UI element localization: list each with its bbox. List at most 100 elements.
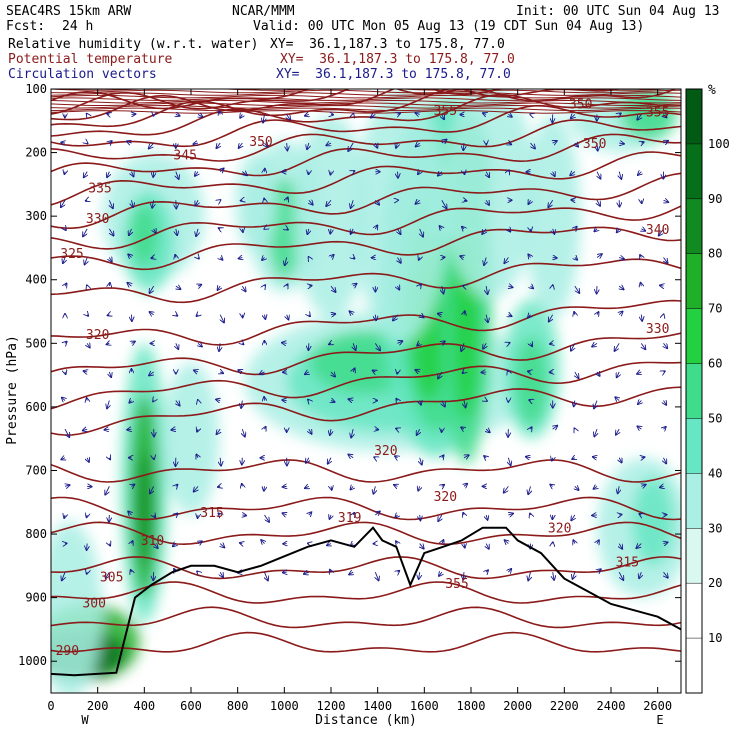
vector-arrow bbox=[264, 486, 265, 490]
vector-arrow bbox=[463, 142, 464, 150]
vector-arrow bbox=[552, 458, 553, 461]
vector-arrow bbox=[617, 229, 619, 233]
vector-arrow bbox=[374, 457, 375, 458]
vector-arrow bbox=[638, 401, 641, 405]
vector-arrow bbox=[442, 540, 444, 544]
vector-arrow bbox=[396, 541, 398, 543]
theta-label: 330 bbox=[86, 212, 109, 227]
vector-arrow bbox=[106, 571, 110, 578]
vector-arrow bbox=[263, 114, 265, 122]
vector-arrow bbox=[641, 343, 645, 349]
vector-arrow bbox=[420, 228, 423, 237]
vector-arrow bbox=[65, 372, 66, 374]
vector-arrow bbox=[504, 257, 508, 263]
vector-arrow bbox=[375, 143, 377, 148]
vector-arrow bbox=[593, 457, 597, 458]
vector-arrow bbox=[398, 228, 401, 234]
vector-arrow bbox=[508, 569, 511, 572]
y-tick-label: 700 bbox=[25, 463, 47, 477]
colorbar-label: 80 bbox=[708, 247, 722, 261]
vector-arrow bbox=[664, 257, 668, 262]
vector-arrow bbox=[109, 228, 113, 236]
theta-label: 315 bbox=[200, 506, 223, 521]
vector-arrow bbox=[572, 458, 575, 460]
vector-arrow bbox=[220, 257, 222, 259]
vector-arrow bbox=[597, 312, 599, 315]
theta-contour-1 bbox=[51, 606, 681, 629]
humidity-blob-18 bbox=[524, 114, 581, 318]
vector-arrow bbox=[132, 484, 135, 486]
vector-arrow bbox=[132, 341, 135, 343]
vector-arrow bbox=[464, 455, 469, 458]
vector-arrow bbox=[462, 227, 464, 229]
vector-arrow bbox=[198, 541, 202, 543]
vector-arrow bbox=[396, 429, 397, 430]
vector-arrow bbox=[61, 142, 65, 143]
theta-label: 319 bbox=[338, 511, 361, 526]
vector-arrow bbox=[508, 514, 513, 515]
valid-time: Valid: 00 UTC Mon 05 Aug 13 (19 CDT Sun … bbox=[253, 19, 645, 34]
vector-arrow bbox=[398, 171, 399, 178]
forecast-label: Fcst: bbox=[6, 19, 46, 34]
vector-arrow bbox=[242, 285, 245, 291]
vector-arrow bbox=[420, 284, 421, 286]
vector-arrow bbox=[438, 314, 442, 315]
vector-arrow bbox=[353, 343, 355, 350]
x-axis-west-label: W bbox=[81, 713, 89, 727]
vector-arrow bbox=[664, 141, 669, 143]
vector-arrow bbox=[149, 372, 154, 376]
vector-arrow bbox=[415, 200, 419, 204]
vector-arrow bbox=[508, 457, 510, 466]
vector-arrow bbox=[62, 572, 65, 580]
vector-arrow bbox=[105, 486, 110, 494]
vector-arrow bbox=[418, 172, 420, 175]
vector-arrow bbox=[265, 143, 268, 147]
vector-arrow bbox=[127, 141, 132, 143]
vector-arrow bbox=[639, 514, 641, 515]
vector-arrow bbox=[219, 111, 220, 114]
vector-arrow bbox=[575, 486, 579, 490]
vector-arrow bbox=[442, 455, 444, 457]
vector-arrow bbox=[464, 400, 466, 408]
vector-arrow bbox=[616, 428, 619, 435]
vector-arrow bbox=[305, 114, 309, 115]
vector-arrow bbox=[486, 200, 489, 205]
vector-arrow bbox=[176, 171, 179, 179]
vector-arrow bbox=[63, 257, 65, 263]
vector-arrow bbox=[486, 429, 490, 432]
vector-arrow bbox=[84, 371, 88, 372]
vector-arrow bbox=[129, 228, 132, 235]
vector-arrow bbox=[309, 286, 312, 287]
vector-arrow bbox=[154, 544, 158, 549]
axes: 0 200 400 600 800 1000 1200 1400 1600 1800 2000 220… bbox=[18, 82, 681, 713]
vector-arrow bbox=[131, 570, 132, 572]
vector-arrow bbox=[373, 370, 376, 371]
vector-arrow bbox=[217, 428, 221, 434]
theta-label: 320 bbox=[86, 328, 109, 343]
vector-arrow bbox=[395, 456, 398, 458]
vector-arrow bbox=[219, 228, 221, 229]
colorbar-swatch bbox=[686, 583, 702, 639]
vector-arrow bbox=[107, 171, 109, 178]
vector-arrow bbox=[197, 429, 198, 432]
vector-arrow bbox=[617, 371, 620, 377]
vector-arrow bbox=[572, 572, 574, 579]
vector-arrow bbox=[575, 257, 577, 259]
vector-arrow bbox=[464, 172, 465, 175]
vector-arrow bbox=[641, 314, 642, 321]
vector-arrow bbox=[65, 283, 67, 286]
vector-arrow bbox=[348, 399, 353, 400]
vector-arrow bbox=[175, 255, 176, 258]
vector-arrow bbox=[528, 572, 530, 580]
field-vector-xy: XY= 36.1,187.3 to 175.8, 77.0 bbox=[276, 67, 511, 82]
theta-label: 355 bbox=[445, 577, 468, 592]
forecast-hour: 24 h bbox=[62, 19, 94, 34]
vector-arrow bbox=[660, 486, 664, 487]
theta-contour-6 bbox=[51, 459, 681, 483]
x-tick-label: 2400 bbox=[597, 699, 626, 713]
colorbar-swatch bbox=[686, 418, 702, 474]
vector-arrow bbox=[196, 315, 198, 316]
x-tick-label: 0 bbox=[47, 699, 54, 713]
vector-arrow bbox=[331, 486, 332, 489]
vector-arrow bbox=[282, 343, 287, 344]
